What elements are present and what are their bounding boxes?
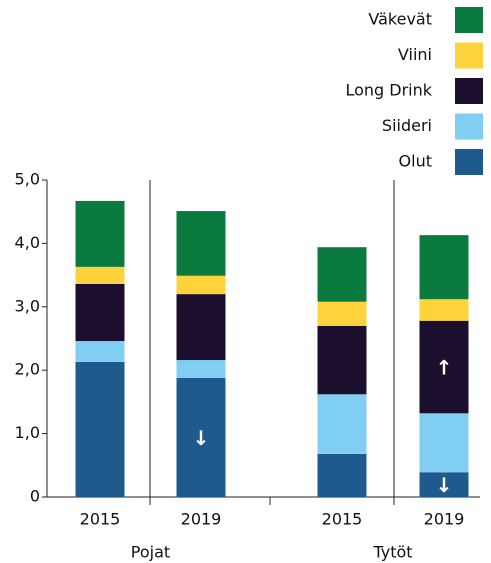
x-tick-label: 2019 [181, 510, 222, 529]
bar-segment [317, 453, 367, 497]
y-tick-label: 0 [30, 487, 40, 506]
legend-swatch [455, 113, 483, 140]
bar-segment [75, 341, 125, 362]
bar-segment [75, 266, 125, 284]
legend-label: Long Drink [345, 81, 432, 100]
y-tick-label: 1,0 [15, 423, 40, 442]
bar-segment [317, 301, 367, 326]
group-label: Tytöt [372, 543, 412, 562]
legend-label: Viini [398, 45, 432, 64]
bar-segment [317, 325, 367, 395]
y-tick-label: 4,0 [15, 233, 40, 252]
bar-segment [419, 320, 469, 414]
bar-segment [176, 294, 226, 361]
legend-swatch [455, 78, 483, 104]
bar-segment [176, 275, 226, 295]
change-arrow: ↓ [193, 426, 210, 450]
x-tick-label: 2015 [322, 510, 363, 529]
y-tick-label: 2,0 [15, 360, 40, 379]
bar-segment [317, 394, 367, 454]
legend-label: Olut [399, 152, 432, 171]
bar-segment [176, 360, 226, 378]
bar-segment [419, 413, 469, 473]
bar-segment [176, 211, 226, 276]
change-arrow: ↓ [436, 473, 453, 497]
bar-segment [75, 200, 125, 267]
legend-label: Väkevät [368, 10, 432, 29]
y-tick-label: 5,0 [15, 170, 40, 189]
group-label: Pojat [131, 543, 170, 562]
bar-segment [419, 235, 469, 300]
bar-segment [419, 299, 469, 321]
bar-segment [75, 283, 125, 342]
x-tick-label: 2015 [80, 510, 121, 529]
change-arrow: ↑ [436, 356, 453, 380]
bar-segment [317, 247, 367, 302]
bar-segment [75, 361, 125, 497]
legend-swatch [455, 42, 483, 69]
x-tick-label: 2019 [424, 510, 465, 529]
bar-segment [419, 472, 469, 497]
legend-swatch [455, 7, 483, 33]
bar-segment [176, 377, 226, 497]
legend-swatch [455, 149, 483, 175]
legend-label: Siideri [382, 116, 432, 135]
y-tick-label: 3,0 [15, 296, 40, 315]
